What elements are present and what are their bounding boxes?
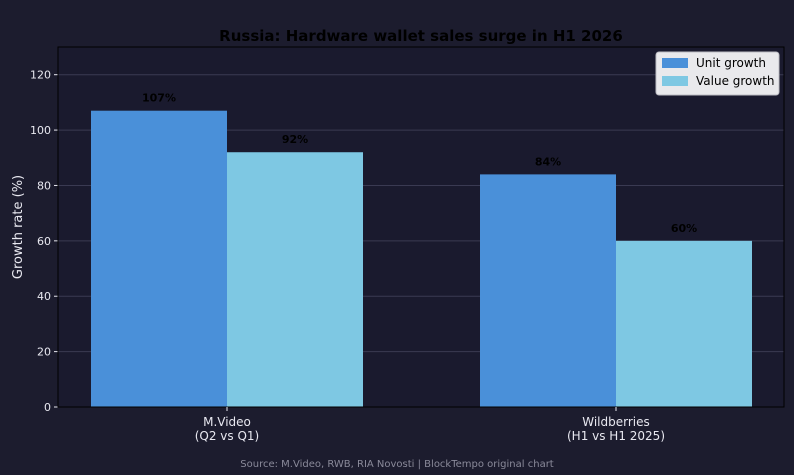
legend-label: Value growth xyxy=(696,74,775,88)
source-note: Source: M.Video, RWB, RIA Novosti | Bloc… xyxy=(240,459,554,470)
data-labels: 107% 92% 84% 60% xyxy=(142,92,697,235)
x-tick-label: M.Video xyxy=(203,415,251,429)
x-tick-label: Wildberries xyxy=(582,415,650,429)
legend: Unit growth Value growth xyxy=(655,51,780,96)
chart-title: Russia: Hardware wallet sales surge in H… xyxy=(219,27,623,45)
bar-value-label: 107% xyxy=(142,92,176,105)
y-tick-label: 0 xyxy=(44,401,51,414)
y-tick-label: 20 xyxy=(37,346,51,359)
y-tick-label: 80 xyxy=(37,179,51,192)
bar-value-label: 92% xyxy=(282,133,308,146)
bar-value-label: 84% xyxy=(535,155,561,168)
bar-unit-growth xyxy=(480,174,616,407)
plot-frame xyxy=(57,46,785,408)
axes: 0 20 40 60 80 100 120 M.Video(Q2 vs Q1) Wildberr… xyxy=(30,46,785,443)
bar-unit-growth xyxy=(91,110,227,407)
bars xyxy=(91,110,752,407)
legend-label: Unit growth xyxy=(696,56,766,70)
legend-swatch-value-growth xyxy=(662,76,688,86)
legend-swatch-unit-growth xyxy=(662,58,688,68)
bar-value-growth xyxy=(227,152,363,407)
y-tick-label: 40 xyxy=(37,290,51,303)
x-tick-label: (H1 vs H1 2025) xyxy=(567,429,665,443)
x-tick-label: (Q2 vs Q1) xyxy=(195,429,260,443)
y-tick-label: 100 xyxy=(30,124,51,137)
y-tick-label: 60 xyxy=(37,235,51,248)
bar-value-growth xyxy=(616,240,752,407)
y-axis-label: Growth rate (%) xyxy=(11,175,26,279)
bar-value-label: 60% xyxy=(671,222,697,235)
y-tick-label: 120 xyxy=(30,69,51,82)
